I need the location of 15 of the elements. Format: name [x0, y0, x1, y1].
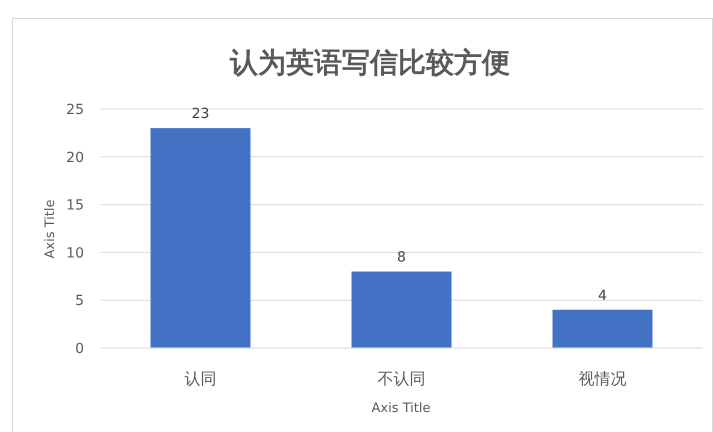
y-axis-title: Axis Title	[43, 200, 58, 258]
data-label: 23	[192, 106, 210, 122]
data-label: 4	[598, 288, 608, 304]
x-tick-label: 视情况	[578, 369, 626, 388]
y-tick-label: 0	[75, 341, 84, 357]
chart-title: 认为英语写信比较方便	[229, 46, 510, 79]
y-tick-label: 25	[66, 102, 84, 118]
x-tick-label: 认同	[184, 369, 216, 388]
y-tick-label: 15	[66, 198, 84, 214]
y-tick-label: 10	[66, 245, 84, 262]
data-label: 8	[397, 250, 406, 266]
y-tick-label: 5	[75, 293, 84, 310]
x-tick-label: 不认同	[378, 369, 426, 388]
x-axis-title: Axis Title	[372, 401, 430, 416]
y-tick-label: 20	[66, 150, 84, 166]
